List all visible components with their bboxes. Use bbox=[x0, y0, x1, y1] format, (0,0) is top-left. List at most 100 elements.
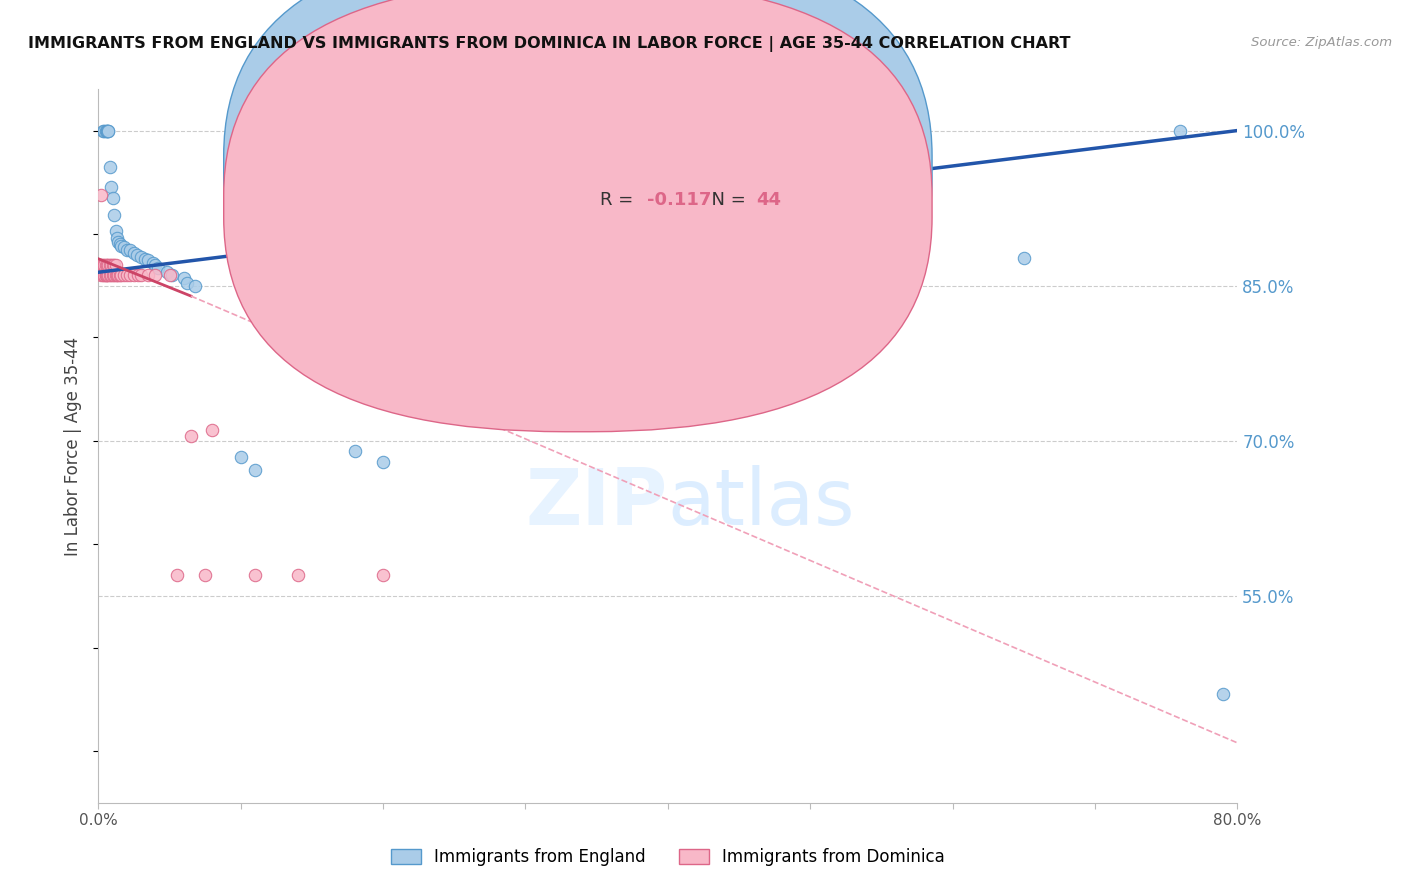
Point bbox=[129, 268, 152, 283]
Point bbox=[101, 258, 124, 272]
Point bbox=[96, 258, 118, 272]
Point bbox=[101, 191, 124, 205]
Point bbox=[115, 243, 138, 257]
Point bbox=[90, 258, 112, 272]
Point bbox=[94, 258, 117, 272]
Point bbox=[136, 252, 159, 267]
Point bbox=[159, 268, 181, 283]
Point bbox=[103, 268, 125, 283]
Text: 39: 39 bbox=[756, 148, 782, 166]
Point bbox=[93, 123, 115, 137]
Point bbox=[105, 231, 128, 245]
Text: ZIP: ZIP bbox=[526, 465, 668, 541]
Point bbox=[97, 258, 120, 272]
Point bbox=[194, 568, 217, 582]
Point bbox=[176, 276, 198, 290]
Point bbox=[184, 278, 207, 293]
Point bbox=[108, 237, 131, 252]
Point bbox=[118, 268, 141, 283]
Point bbox=[103, 208, 125, 222]
Point bbox=[1170, 123, 1192, 137]
Point bbox=[287, 568, 309, 582]
Point bbox=[98, 258, 121, 272]
Point bbox=[110, 239, 132, 253]
Point bbox=[98, 268, 121, 283]
Point bbox=[127, 268, 149, 283]
Legend: Immigrants from England, Immigrants from Dominica: Immigrants from England, Immigrants from… bbox=[384, 842, 952, 873]
Point bbox=[104, 258, 127, 272]
Point bbox=[201, 424, 224, 438]
Text: 0.303: 0.303 bbox=[647, 148, 704, 166]
Point bbox=[97, 268, 120, 283]
Point bbox=[129, 250, 152, 264]
Text: N =: N = bbox=[700, 148, 751, 166]
Point bbox=[97, 123, 120, 137]
Point bbox=[162, 268, 184, 283]
Point bbox=[89, 258, 111, 272]
Point bbox=[104, 224, 127, 238]
Point bbox=[108, 268, 131, 283]
Point bbox=[105, 268, 128, 283]
Point bbox=[93, 268, 115, 283]
Point bbox=[122, 245, 145, 260]
Point bbox=[93, 258, 115, 272]
Point bbox=[173, 271, 195, 285]
Text: -0.117: -0.117 bbox=[647, 191, 711, 209]
Point bbox=[90, 268, 112, 283]
Point bbox=[180, 428, 202, 442]
Point bbox=[122, 268, 145, 283]
Point bbox=[91, 123, 114, 137]
Point bbox=[100, 268, 122, 283]
Point bbox=[107, 235, 129, 250]
Y-axis label: In Labor Force | Age 35-44: In Labor Force | Age 35-44 bbox=[65, 336, 83, 556]
Point bbox=[373, 568, 395, 582]
FancyBboxPatch shape bbox=[546, 141, 831, 248]
Point bbox=[94, 268, 117, 283]
Point bbox=[115, 268, 138, 283]
Text: IMMIGRANTS FROM ENGLAND VS IMMIGRANTS FROM DOMINICA IN LABOR FORCE | AGE 35-44 C: IMMIGRANTS FROM ENGLAND VS IMMIGRANTS FR… bbox=[28, 36, 1070, 52]
Point bbox=[103, 258, 125, 272]
Point bbox=[112, 268, 135, 283]
Point bbox=[98, 160, 121, 174]
Text: atlas: atlas bbox=[668, 465, 855, 541]
Point bbox=[96, 268, 118, 283]
Point bbox=[134, 252, 156, 266]
Point bbox=[136, 268, 159, 283]
FancyBboxPatch shape bbox=[224, 0, 932, 432]
Point bbox=[90, 187, 112, 202]
Point bbox=[166, 568, 188, 582]
Point bbox=[156, 265, 179, 279]
Point bbox=[104, 268, 127, 283]
Point bbox=[343, 444, 366, 458]
Point bbox=[373, 454, 395, 468]
Point bbox=[1212, 687, 1234, 701]
Point bbox=[96, 123, 118, 137]
Point bbox=[148, 261, 170, 276]
Point bbox=[94, 123, 117, 137]
Point bbox=[91, 268, 114, 283]
Point bbox=[145, 268, 167, 283]
Point bbox=[118, 243, 141, 257]
Point bbox=[101, 268, 124, 283]
Text: R =: R = bbox=[599, 148, 638, 166]
Point bbox=[97, 123, 120, 137]
Point bbox=[94, 268, 117, 283]
Text: 44: 44 bbox=[756, 191, 782, 209]
Point bbox=[145, 258, 167, 272]
Point bbox=[1012, 251, 1035, 265]
Point bbox=[91, 258, 114, 272]
Point bbox=[100, 180, 122, 194]
Point bbox=[96, 123, 118, 137]
Point bbox=[110, 268, 132, 283]
Point bbox=[141, 256, 163, 270]
Point bbox=[243, 568, 266, 582]
Point bbox=[112, 240, 135, 254]
Point bbox=[100, 258, 122, 272]
Text: N =: N = bbox=[700, 191, 751, 209]
Text: Source: ZipAtlas.com: Source: ZipAtlas.com bbox=[1251, 36, 1392, 49]
Point bbox=[243, 463, 266, 477]
Point bbox=[107, 268, 129, 283]
Point bbox=[125, 248, 148, 262]
Point bbox=[229, 450, 252, 465]
FancyBboxPatch shape bbox=[224, 0, 932, 392]
